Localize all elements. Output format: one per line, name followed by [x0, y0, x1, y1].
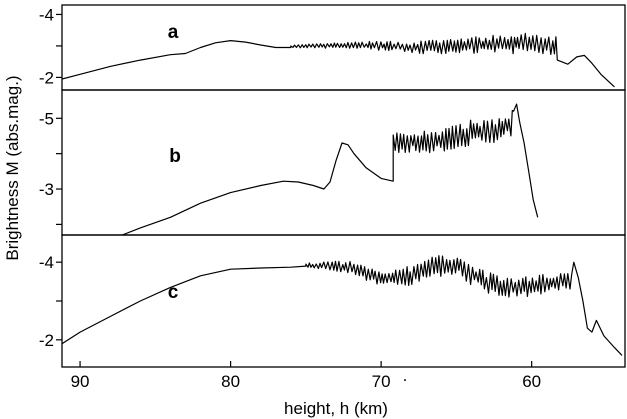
x-axis: 90 80 70 60 — [71, 361, 541, 391]
x-tick-label-1: 80 — [221, 372, 240, 391]
panel-frame-b — [61, 89, 626, 236]
y-axis-title: Brightness M (abs.mag.) — [3, 75, 22, 260]
series-curve-b — [121, 103, 539, 235]
panel-a: -2 -4 a — [39, 4, 626, 91]
y-tick-label-b-3: -5 — [39, 109, 54, 128]
x-tick-label-0: 90 — [71, 372, 90, 391]
y-tick-label-c-2: -4 — [39, 253, 54, 272]
y-tick-label-a-0: -2 — [39, 68, 54, 87]
panel-c: -2 -4 c — [39, 234, 626, 368]
y-tick-label-c-0: -2 — [39, 331, 54, 350]
panel-b: -3 -5 b — [39, 89, 626, 236]
panel-frame-a — [61, 4, 626, 91]
x-axis-stray-mark: . — [403, 366, 408, 385]
y-tick-label-a-2: -4 — [39, 5, 54, 24]
x-tick-label-3: 60 — [522, 372, 541, 391]
panel-frame-c — [61, 234, 626, 368]
series-curve-c — [62, 255, 623, 356]
panel-label-a: a — [168, 22, 179, 43]
panel-label-c: c — [168, 282, 179, 303]
panel-label-b: b — [169, 146, 181, 167]
chart-panels: -2 -4 a -3 -5 b -2 -4 c — [39, 4, 626, 368]
x-tick-label-2: 70 — [372, 372, 391, 391]
x-axis-title: height, h (km) — [284, 399, 388, 418]
y-tick-label-b-1: -3 — [39, 180, 54, 199]
series-curve-a — [62, 32, 615, 88]
